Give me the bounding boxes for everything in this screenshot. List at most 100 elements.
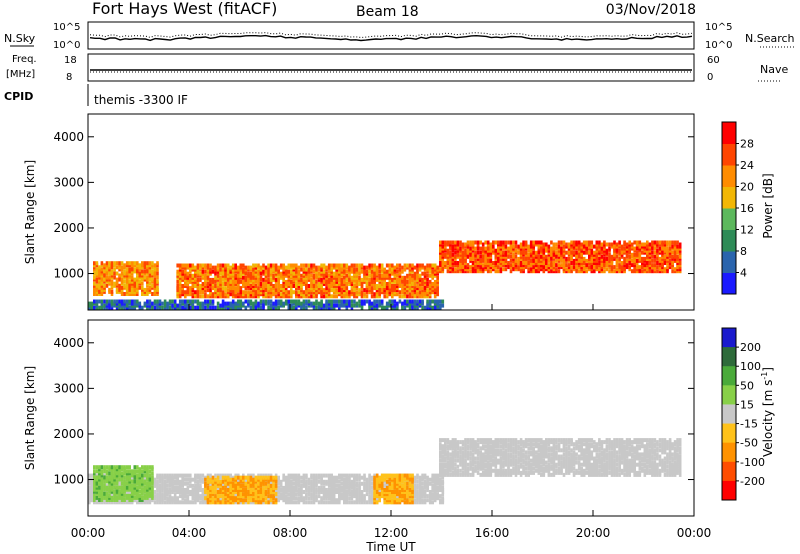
data-cell [181, 473, 184, 478]
data-cell [125, 263, 129, 268]
data-cell [656, 244, 659, 249]
data-cell [178, 299, 182, 304]
data-cell [572, 267, 576, 272]
data-cell [322, 279, 326, 284]
data-cell [433, 483, 437, 488]
data-cell [643, 263, 647, 268]
data-cell [123, 485, 126, 490]
data-cell [464, 267, 467, 272]
data-cell [454, 263, 457, 268]
data-cell [375, 294, 379, 299]
data-cell [103, 483, 106, 488]
data-cell [332, 303, 336, 308]
data-cell [332, 294, 336, 299]
data-cell [173, 475, 177, 480]
data-cell [492, 244, 495, 249]
data-cell [282, 282, 285, 286]
data-cell [186, 488, 190, 492]
data-cell [502, 250, 505, 255]
data-cell [115, 498, 119, 502]
data-cell [678, 256, 682, 261]
data-cell [100, 473, 104, 478]
data-cell [234, 273, 237, 278]
data-cell [234, 277, 237, 282]
data-cell [593, 261, 596, 265]
data-cell [577, 244, 581, 249]
data-cell [527, 263, 530, 268]
data-cell [315, 496, 318, 501]
data-cell [603, 261, 606, 265]
data-cell [249, 273, 253, 278]
data-cell [153, 496, 157, 501]
data-cell [582, 265, 586, 270]
data-cell [370, 277, 374, 282]
data-cell [214, 290, 217, 295]
data-cell [668, 240, 672, 245]
data-cell [418, 488, 422, 492]
data-cell [529, 248, 533, 253]
data-cell [567, 244, 571, 249]
data-cell [325, 500, 328, 505]
data-cell [211, 286, 215, 291]
data-cell [199, 284, 202, 288]
data-cell [358, 299, 361, 304]
data-cell [476, 263, 480, 268]
data-cell [345, 265, 349, 270]
data-cell [481, 256, 485, 261]
data-cell [534, 256, 538, 261]
data-cell [224, 263, 227, 268]
data-cell [118, 477, 121, 482]
data-cell [125, 473, 129, 478]
data-cell [365, 299, 369, 304]
data-cell [471, 267, 475, 272]
data-cell [307, 496, 311, 501]
data-cell [284, 286, 288, 291]
data-cell [252, 473, 255, 478]
data-cell [441, 479, 445, 484]
data-cell [272, 305, 275, 310]
data-cell [247, 301, 250, 306]
data-cell [214, 286, 217, 291]
data-cell [199, 271, 202, 276]
data-cell [300, 496, 303, 501]
data-cell [550, 248, 553, 253]
data-cell [130, 267, 134, 272]
data-cell [421, 282, 424, 286]
data-cell [110, 305, 114, 310]
data-cell [519, 261, 523, 265]
data-cell [565, 263, 568, 268]
data-cell [426, 475, 429, 480]
data-cell [436, 473, 439, 478]
data-cell [307, 273, 311, 278]
data-cell [439, 299, 442, 304]
data-cell [633, 256, 636, 261]
data-cell [325, 273, 328, 278]
data-cell [630, 244, 634, 249]
data-cell [423, 271, 427, 276]
data-cell [176, 303, 179, 308]
data-cell [449, 244, 452, 249]
data-cell [499, 252, 503, 257]
data-cell [282, 473, 285, 478]
data-cell [403, 263, 407, 268]
data-cell [315, 488, 318, 492]
data-cell [380, 282, 384, 286]
data-cell [282, 496, 285, 501]
data-cell [456, 263, 460, 268]
data-cell [297, 277, 301, 282]
data-cell [343, 286, 346, 291]
data-cell [332, 496, 336, 501]
data-cell [565, 244, 568, 249]
data-cell [353, 492, 356, 497]
data-cell [512, 256, 515, 261]
data-cell [214, 473, 217, 478]
data-cell [332, 290, 336, 295]
data-cell [345, 490, 349, 494]
data-cell [148, 496, 152, 501]
data-cell [259, 286, 263, 291]
data-cell [156, 473, 159, 478]
data-cell [426, 294, 429, 299]
data-cell [340, 473, 344, 478]
data-cell [320, 479, 323, 484]
data-cell [668, 261, 672, 265]
